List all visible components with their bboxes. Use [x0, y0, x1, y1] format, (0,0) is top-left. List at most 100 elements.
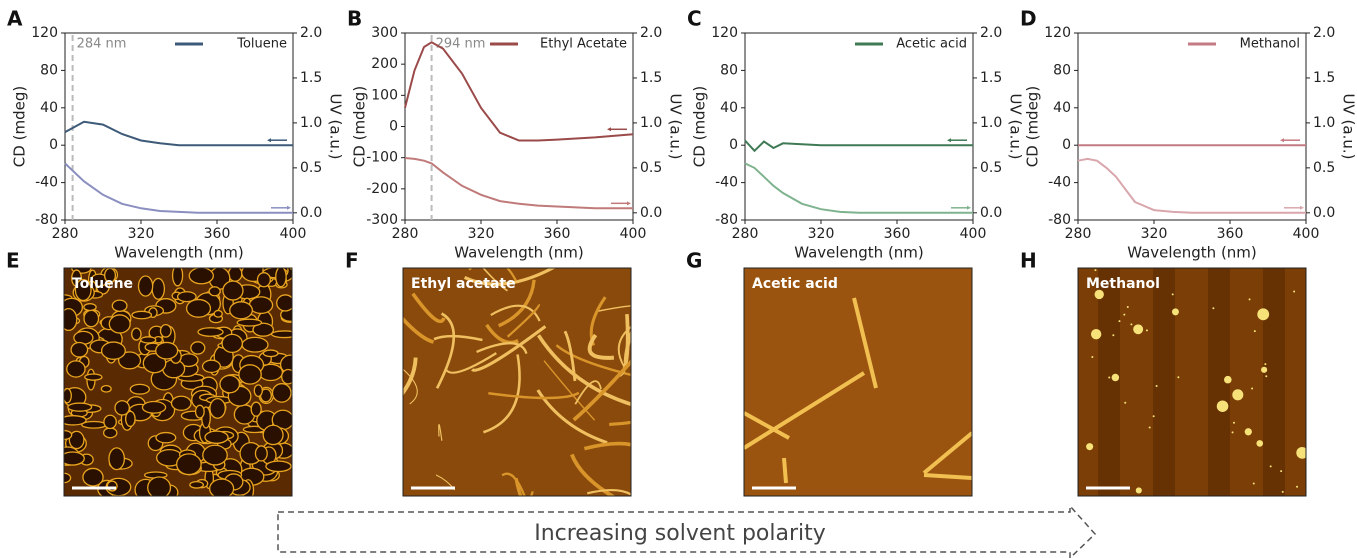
- plot-frame: [1077, 32, 1307, 221]
- network-cell: [254, 445, 268, 462]
- particle: [1123, 313, 1126, 316]
- particle: [1216, 400, 1229, 413]
- fiber: [485, 323, 519, 345]
- network-cell: [137, 275, 154, 297]
- particle: [1253, 330, 1256, 333]
- particle: [1256, 440, 1264, 447]
- y2-tick-label: 2.0: [640, 25, 662, 41]
- x-tick-label: 360: [544, 226, 571, 242]
- y2-tick-label: 0.0: [980, 205, 1002, 221]
- network-cell: [219, 374, 241, 394]
- particle: [1231, 431, 1234, 434]
- particle: [1118, 320, 1121, 323]
- network-cell: [108, 314, 131, 334]
- axis-pointer-head: [287, 205, 291, 210]
- network-cell: [64, 415, 87, 426]
- network-cell: [176, 291, 197, 303]
- series-line: [744, 139, 973, 153]
- network-cell: [108, 447, 126, 471]
- x-tick-label: 400: [960, 226, 987, 242]
- image-frame: [743, 267, 973, 497]
- fiber: [506, 303, 541, 338]
- axis-pointer-head: [627, 201, 631, 206]
- image-frame: [1077, 267, 1307, 497]
- panel-letter: E: [6, 249, 20, 273]
- y-tick-label: 80: [720, 62, 738, 78]
- particle: [1232, 389, 1244, 401]
- network-cell: [83, 303, 97, 312]
- y-tick-label: 120: [711, 25, 738, 41]
- particle: [1232, 421, 1235, 424]
- particle: [1091, 356, 1094, 359]
- x-axis-label: Wavelength (nm): [114, 244, 244, 262]
- y2-tick-label: 0.5: [640, 160, 662, 176]
- particle: [1094, 289, 1104, 300]
- fiber: [543, 360, 596, 421]
- y-tick-label: 80: [40, 62, 58, 78]
- fiber: [586, 489, 631, 496]
- network-cell: [227, 268, 243, 282]
- network-cell: [74, 278, 92, 302]
- rod: [744, 411, 790, 440]
- y2-axis-label: UV (a.u.): [1340, 94, 1357, 160]
- particle: [1086, 443, 1094, 451]
- network-cell: [253, 384, 263, 398]
- fiber: [411, 292, 446, 324]
- particle: [1248, 298, 1251, 301]
- y2-tick-label: 0.0: [300, 205, 322, 221]
- network-cell: [262, 424, 284, 446]
- y-tick-label: -80: [715, 212, 738, 228]
- y-axis-label: CD (mdeg): [1024, 86, 1042, 167]
- particle: [1265, 375, 1268, 378]
- annotation-text: 284 nm: [77, 37, 127, 52]
- plot-frame: [744, 32, 974, 221]
- network-cell: [221, 333, 244, 354]
- x-tick-label: 280: [732, 226, 759, 242]
- fiber: [514, 478, 523, 496]
- particle: [1251, 387, 1254, 390]
- y-tick-label: 300: [371, 25, 398, 41]
- network-cell: [189, 480, 205, 489]
- network-cell: [67, 402, 93, 412]
- series-line: [1077, 157, 1306, 214]
- particle: [1090, 329, 1102, 340]
- y2-tick-label: 1.0: [980, 115, 1002, 131]
- network-cell: [84, 373, 103, 381]
- y2-tick-label: 0.5: [980, 160, 1002, 176]
- y-axis-label: CD (mdeg): [351, 86, 369, 167]
- x-axis-label: Wavelength (nm): [794, 244, 924, 262]
- y-axis-label: CD (mdeg): [11, 86, 29, 167]
- y2-tick-label: 1.5: [980, 70, 1002, 86]
- rod: [782, 457, 788, 484]
- network-cell: [208, 286, 221, 297]
- network-cell: [66, 360, 86, 378]
- y-tick-label: -40: [1048, 175, 1071, 191]
- y2-tick-label: 1.0: [300, 115, 322, 131]
- image-label: Methanol: [1086, 276, 1160, 292]
- network-cell: [100, 384, 112, 393]
- network-cell: [204, 430, 229, 444]
- network-cell: [155, 341, 179, 360]
- y2-tick-label: 0.0: [640, 205, 662, 221]
- y-tick-label: 40: [1053, 100, 1071, 116]
- fiber: [445, 352, 497, 374]
- network-cell: [229, 301, 254, 320]
- particle: [1224, 375, 1232, 384]
- particle: [1296, 446, 1306, 459]
- rod: [922, 431, 972, 475]
- network-cell: [171, 268, 184, 287]
- fiber: [597, 305, 631, 312]
- y-tick-label: -80: [1048, 212, 1071, 228]
- axis-pointer-head: [967, 205, 971, 210]
- panel-letter: G: [686, 249, 702, 273]
- network-cell: [131, 310, 153, 320]
- network-cell: [117, 351, 142, 370]
- x-tick-label: 280: [392, 226, 419, 242]
- y2-tick-label: 1.0: [640, 115, 662, 131]
- scan-band: [1208, 268, 1230, 496]
- fiber: [438, 424, 443, 441]
- network-cell: [141, 400, 167, 414]
- panel-letter: F: [345, 249, 359, 273]
- fiber: [583, 441, 631, 451]
- network-cell: [159, 323, 172, 338]
